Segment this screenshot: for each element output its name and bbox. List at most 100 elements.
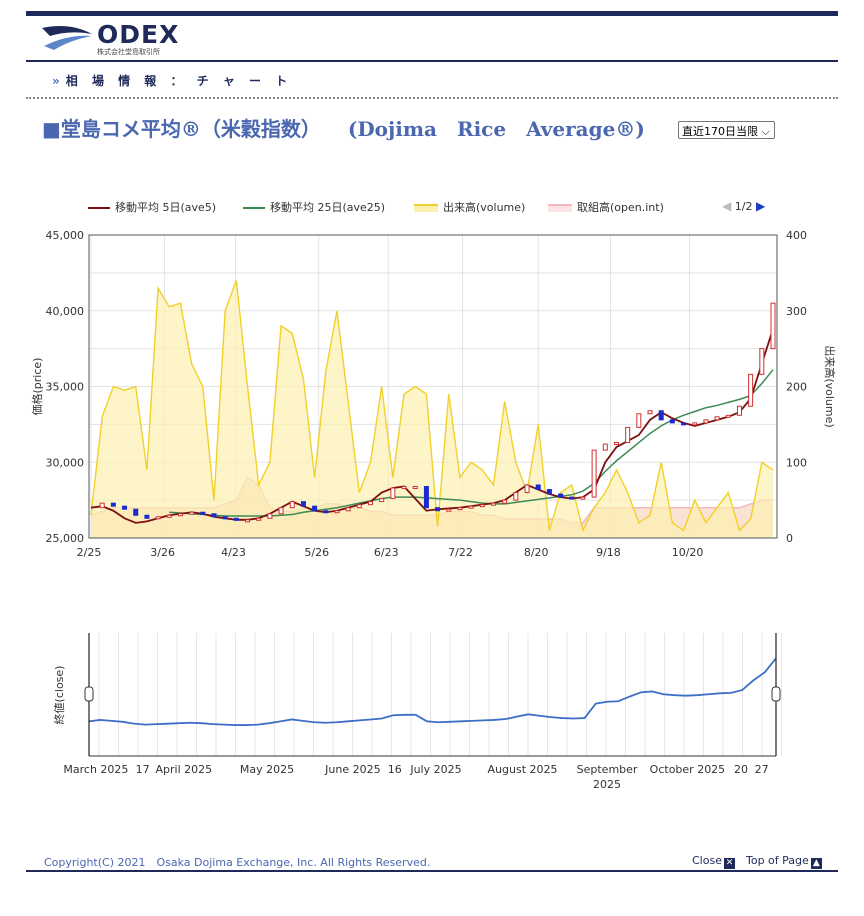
nav-x-tick-label: 27 <box>755 763 769 776</box>
page-title: ■堂島コメ平均®（米穀指数） (Dojima Rice Average®) <box>42 117 645 141</box>
logo-subtitle: 株式会社堂島取引所 <box>97 48 160 56</box>
legend-openint-swatch <box>548 204 572 212</box>
candle <box>602 443 608 451</box>
y2-tick-label: 200 <box>786 381 807 394</box>
candle <box>502 499 508 504</box>
plot-frame <box>88 234 778 539</box>
candle <box>479 504 485 508</box>
nav-x-tick-label: May 2025 <box>240 763 294 776</box>
candle <box>390 487 396 500</box>
arrow-up-icon: ▲ <box>810 858 822 869</box>
candle <box>457 507 463 511</box>
candle <box>625 426 631 444</box>
x-tick-label: 7/22 <box>448 546 473 559</box>
legend-ave5[interactable]: 移動平均 5日(ave5) <box>88 199 216 215</box>
candle <box>189 511 195 515</box>
candle <box>591 449 597 498</box>
nav-y-axis-title: 終値(close) <box>52 666 66 725</box>
x-tick-label: 2/25 <box>77 546 102 559</box>
candle <box>99 502 105 509</box>
candle <box>681 422 687 426</box>
candle <box>446 508 452 512</box>
nav-x-tick-label: 2025 <box>593 778 621 791</box>
x-tick-label: 4/23 <box>221 546 246 559</box>
nav-x-tick-label: June 2025 <box>324 763 380 776</box>
candle <box>725 414 731 418</box>
candle <box>144 514 150 519</box>
navigator-chart[interactable]: 終値(close) March 2025 17 April 2025 May 2025 J… <box>0 625 864 805</box>
nav-x-tick-label: 17 <box>136 763 150 776</box>
x-tick-label: 9/18 <box>596 546 621 559</box>
candle <box>300 501 306 507</box>
nav-x-tick-label: 20 <box>734 763 748 776</box>
candle <box>580 496 586 500</box>
x-tick-label: 5/26 <box>304 546 329 559</box>
close-link[interactable]: Close ✕ <box>692 854 735 869</box>
candle <box>166 514 172 518</box>
legend-ave25-label: 移動平均 25日(ave25) <box>270 201 386 214</box>
logo-text: ODEX <box>97 20 180 49</box>
candle <box>513 492 519 501</box>
candle <box>122 505 128 510</box>
candle <box>368 501 374 506</box>
double-chevron-icon: » <box>52 74 60 88</box>
candle <box>613 442 619 446</box>
legend-volume[interactable]: 出来高(volume) <box>414 199 525 215</box>
legend-ave25[interactable]: 移動平均 25日(ave25) <box>243 199 385 215</box>
legend-page-label: 1/2 <box>734 200 753 213</box>
legend-ave25-swatch <box>243 207 265 209</box>
candle <box>412 485 418 489</box>
copyright: Copyright(C) 2021 Osaka Dojima Exchange,… <box>44 856 431 869</box>
top-bar <box>26 11 838 16</box>
y-axis-title: 価格(price) <box>30 358 44 416</box>
close-label: Close <box>692 854 722 867</box>
y-tick-label: 25,000 <box>46 532 85 545</box>
candle <box>714 416 720 421</box>
candle <box>736 405 742 416</box>
candle <box>647 410 653 415</box>
top-of-page-label: Top of Page <box>746 854 809 867</box>
candle <box>256 517 262 521</box>
legend-ave5-label: 移動平均 5日(ave5) <box>115 201 217 214</box>
legend-openint[interactable]: 取組高(open.int) <box>548 199 664 215</box>
candle <box>423 485 429 509</box>
volume-line <box>90 280 774 533</box>
candle <box>703 419 709 424</box>
candle <box>770 302 776 350</box>
y2-tick-label: 100 <box>786 456 807 469</box>
candle <box>267 513 273 519</box>
breadcrumb-label: 相 場 情 報 ： チ ャ ー ト <box>65 74 293 88</box>
candle <box>110 502 116 507</box>
close-line <box>88 657 777 726</box>
prev-page-icon[interactable]: ◀ <box>722 199 732 213</box>
range-select-value: 直近170日当限 <box>682 125 758 138</box>
candle <box>345 507 351 512</box>
candle <box>535 484 541 491</box>
breadcrumb: » 相 場 情 報 ： チ ャ ー ト <box>52 72 292 89</box>
legend-pager: ◀ 1/2 ▶ <box>722 199 765 213</box>
logo-swoosh-icon <box>42 26 92 50</box>
candle <box>278 507 284 515</box>
candle <box>222 516 228 520</box>
odex-logo[interactable]: ODEX 株式会社堂島取引所 <box>40 20 240 56</box>
next-page-icon[interactable]: ▶ <box>755 199 766 213</box>
candle <box>177 513 183 517</box>
x-tick-label: 6/23 <box>374 546 399 559</box>
candle <box>435 507 441 512</box>
legend-openint-label: 取組高(open.int) <box>577 201 664 214</box>
range-select[interactable]: 直近170日当限 ⌵ <box>678 121 775 139</box>
legend-ave5-swatch <box>88 207 110 209</box>
candle <box>401 485 407 489</box>
candle <box>379 498 385 503</box>
price-chart: 45,000 40,000 35,000 30,000 25,000 400 300 200 1… <box>30 229 837 559</box>
candle <box>490 502 496 506</box>
legend-volume-label: 出来高(volume) <box>443 201 526 214</box>
top-of-page-link[interactable]: Top of Page ▲ <box>746 854 822 869</box>
close-icon: ✕ <box>723 858 735 869</box>
candle <box>748 373 754 407</box>
y2-tick-label: 0 <box>786 532 793 545</box>
candle <box>356 504 362 509</box>
nav-right-handle <box>771 686 781 702</box>
candle <box>692 422 698 426</box>
nav-x-tick-label: April 2025 <box>156 763 213 776</box>
